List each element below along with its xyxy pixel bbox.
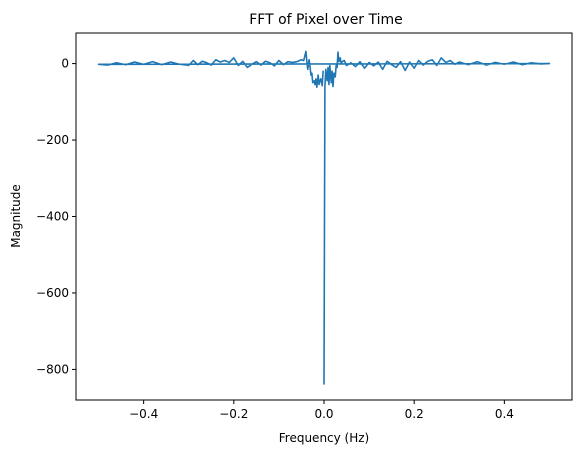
x-tick-label: −0.2 (219, 407, 248, 421)
ticks-layer: −0.4 −0.2 0.0 0.2 0.4 0 −200 −400 −600 −800 (36, 57, 514, 421)
plot-frame (75, 32, 573, 401)
y-tick-label: −400 (36, 210, 69, 224)
x-tick-label: 0.0 (314, 407, 333, 421)
series-line-0 (97, 50, 551, 385)
x-axis-label: Frequency (Hz) (279, 431, 370, 445)
x-tick-label: 0.2 (405, 407, 424, 421)
series-layer (97, 50, 551, 385)
y-tick-label: −200 (36, 133, 69, 147)
chart-title: FFT of Pixel over Time (249, 12, 403, 28)
y-tick-label: −800 (36, 362, 69, 376)
y-axis-label: Magnitude (9, 184, 23, 248)
x-tick-label: −0.4 (129, 407, 158, 421)
y-tick-label: −600 (36, 286, 69, 300)
x-tick-label: 0.4 (495, 407, 514, 421)
y-tick-label: 0 (61, 57, 69, 71)
